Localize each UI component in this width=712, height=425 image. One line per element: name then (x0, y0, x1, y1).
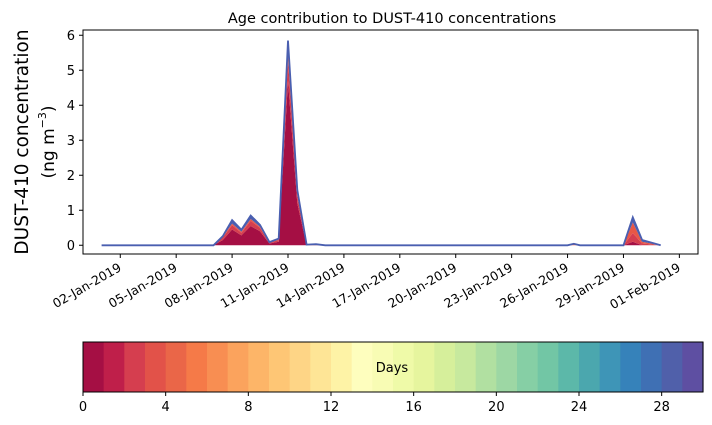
colorbar-swatch-6 (207, 342, 229, 392)
y-axis-label-unit-sup: −3 (36, 112, 49, 128)
y-tick-label-5: 5 (67, 64, 75, 79)
colorbar-swatch-11 (310, 342, 332, 392)
area-layer (101, 40, 661, 247)
colorbar-swatch-17 (434, 342, 456, 392)
colorbar-swatch-8 (248, 342, 270, 392)
area-series-1 (101, 59, 661, 246)
area-series-3 (101, 40, 661, 246)
colorbar-swatch-29 (682, 342, 704, 392)
colorbar-swatch-22 (537, 342, 559, 392)
colorbar-swatch-3 (145, 342, 167, 392)
colorbar-swatch-9 (269, 342, 291, 392)
colorbar-swatch-10 (289, 342, 311, 392)
colorbar-tick-label-0: 0 (79, 400, 87, 415)
x-axis: 02-Jan-201905-Jan-201908-Jan-201911-Jan-… (50, 254, 683, 312)
colorbar (83, 342, 704, 392)
y-axis-label-unit-prefix: (ng m (39, 128, 59, 178)
colorbar-tick-label-4: 16 (405, 400, 422, 415)
colorbar-swatch-4 (165, 342, 187, 392)
colorbar-tick-label-1: 4 (162, 400, 170, 415)
colorbar-swatch-25 (599, 342, 621, 392)
colorbar-swatch-28 (661, 342, 683, 392)
colorbar-label: Days (376, 361, 409, 376)
colorbar-swatch-7 (227, 342, 249, 392)
colorbar-swatch-15 (393, 342, 415, 392)
colorbar-swatch-1 (103, 342, 125, 392)
y-axis-label: DUST-410 concentration (ng m−3) (12, 29, 59, 254)
area-series-0 (101, 80, 661, 246)
y-tick-label-4: 4 (67, 99, 75, 114)
y-axis-label-line2: (ng m−3) (36, 105, 59, 178)
colorbar-tick-label-2: 8 (244, 400, 252, 415)
colorbar-swatch-27 (641, 342, 663, 392)
y-tick-label-6: 6 (67, 29, 75, 44)
colorbar-tick-label-5: 20 (488, 400, 505, 415)
colorbar-swatch-24 (579, 342, 601, 392)
chart-title: Age contribution to DUST-410 concentrati… (228, 11, 556, 27)
y-tick-label-2: 2 (67, 169, 75, 184)
y-tick-label-0: 0 (67, 239, 75, 254)
colorbar-swatch-23 (558, 342, 580, 392)
colorbar-axis: 0 4 8 12 16 20 24 28 (79, 392, 670, 415)
colorbar-swatch-2 (124, 342, 146, 392)
y-tick-label-1: 1 (67, 204, 75, 219)
y-tick-label-3: 3 (67, 134, 75, 149)
y-axis: 0 1 2 3 4 5 6 (67, 29, 83, 254)
colorbar-tick-label-3: 12 (323, 400, 340, 415)
area-series-2 (101, 52, 661, 246)
colorbar-swatch-19 (475, 342, 497, 392)
colorbar-tick-label-6: 24 (571, 400, 588, 415)
colorbar-frame (82, 341, 704, 393)
colorbar-swatch-20 (496, 342, 518, 392)
colorbar-swatch-18 (455, 342, 477, 392)
colorbar-swatch-12 (331, 342, 353, 392)
colorbar-swatch-26 (620, 342, 642, 392)
colorbar-swatch-0 (83, 342, 105, 392)
plot-frame (82, 29, 699, 255)
colorbar-swatch-21 (517, 342, 539, 392)
colorbar-swatch-14 (372, 342, 394, 392)
y-axis-label-unit-suffix: ) (39, 105, 59, 112)
area-outline (101, 40, 661, 247)
colorbar-swatch-16 (413, 342, 435, 392)
y-axis-label-line1: DUST-410 concentration (12, 29, 33, 254)
colorbar-swatch-13 (351, 342, 373, 392)
colorbar-swatch-5 (186, 342, 208, 392)
colorbar-tick-label-7: 28 (653, 400, 670, 415)
